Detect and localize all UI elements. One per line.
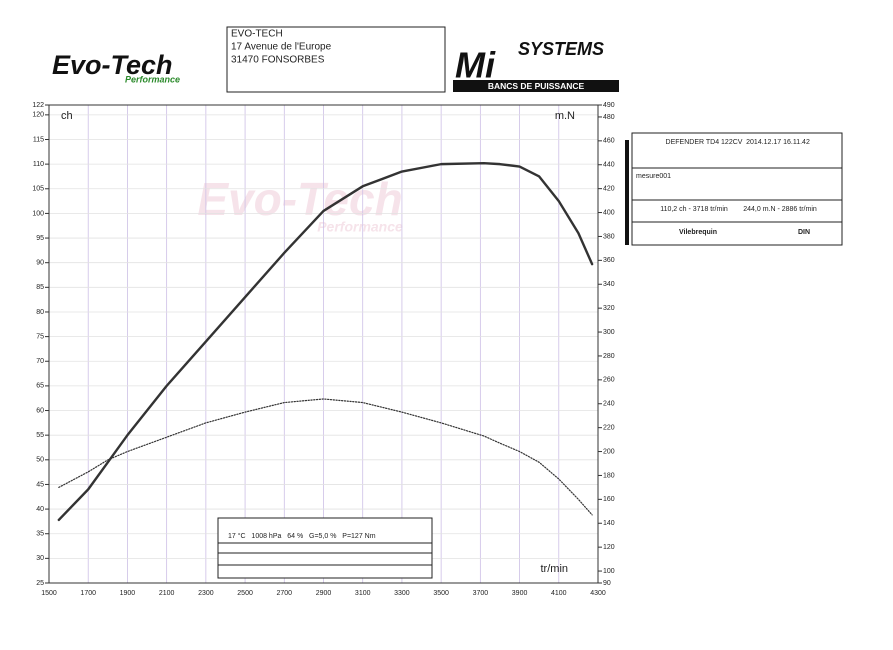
- logo-left-sub: Performance: [125, 74, 180, 84]
- x-tick-label: 3700: [473, 590, 489, 597]
- plot: 1500 1700 1900 2100 2300 2500 2700 2900 3100 3300…: [32, 102, 614, 597]
- y-tick-label: 90: [36, 260, 44, 267]
- torque-peak: 244,0 m.N - 2886 tr/min: [743, 206, 817, 213]
- y2-axis-label: m.N: [555, 110, 575, 122]
- y-tick-label: 122: [32, 102, 44, 109]
- x-tick-label: 1700: [80, 590, 96, 597]
- y-tick-label: 50: [36, 457, 44, 464]
- y-tick-label: 75: [36, 333, 44, 340]
- y2-tick-label: 440: [603, 162, 615, 169]
- logo-band: [453, 80, 619, 92]
- y2-tick-label: 400: [603, 209, 615, 216]
- y-tick-label: 35: [36, 531, 44, 538]
- x-tick-label: 1900: [120, 590, 136, 597]
- x-tick-label: 2100: [159, 590, 175, 597]
- y-tick-label: 45: [36, 481, 44, 488]
- watermark: Evo-Tech: [197, 173, 402, 225]
- y2-tick-label: 260: [603, 377, 615, 384]
- header-box: [226, 26, 446, 93]
- y-tick-label: 95: [36, 235, 44, 242]
- y2-tick-label: 120: [603, 544, 615, 551]
- series-line: [58, 398, 593, 516]
- conditions-box: [217, 517, 433, 579]
- y-tick-label: 120: [32, 112, 44, 119]
- y-tick-label: 60: [36, 407, 44, 414]
- x-tick-label: 3100: [355, 590, 371, 597]
- x-tick-label: 3900: [512, 590, 528, 597]
- y-tick-label: 65: [36, 383, 44, 390]
- y2-tick-label: 140: [603, 520, 615, 527]
- company: EVO-TECH: [231, 29, 283, 40]
- y-axis-label: ch: [61, 110, 73, 122]
- y2-tick-label: 280: [603, 353, 615, 360]
- date: 2014.12.17 16.11.42: [746, 139, 810, 146]
- x-tick-label: 2300: [198, 590, 214, 597]
- y2-tick-label: 420: [603, 185, 615, 192]
- y-tick-label: 25: [36, 580, 44, 587]
- y2-tick-label: 490: [603, 102, 615, 109]
- mode: Vilebrequin: [679, 229, 717, 236]
- y2-tick-label: 480: [603, 114, 615, 121]
- watermark-sub: Performance: [317, 219, 403, 235]
- y-tick-label: 100: [32, 210, 44, 217]
- city: 31470 FONSORBES: [231, 55, 325, 66]
- y2-tick-label: 460: [603, 138, 615, 145]
- y2-tick-label: 100: [603, 568, 615, 575]
- y-tick-label: 80: [36, 309, 44, 316]
- x-tick-label: 4300: [590, 590, 606, 597]
- y-tick-label: 55: [36, 432, 44, 439]
- x-tick-label: 2700: [276, 590, 292, 597]
- x-tick-label: 2500: [237, 590, 253, 597]
- info-box: [631, 132, 843, 246]
- logo-right: SYSTEMS: [518, 39, 604, 59]
- y-tick-label: 110: [33, 161, 44, 168]
- x-tick-label: 3300: [394, 590, 410, 597]
- y2-tick-label: 240: [603, 401, 615, 408]
- logo-left: Evo-Tech: [52, 50, 173, 80]
- norm: DIN: [798, 229, 810, 236]
- y2-tick-label: 180: [603, 472, 615, 479]
- logo-right-sub: BANCS DE PUISSANCE: [488, 81, 585, 91]
- y-tick-label: 105: [32, 186, 44, 193]
- y-tick-label: 30: [36, 555, 44, 562]
- y-tick-label: 40: [36, 506, 44, 513]
- x-axis-label: tr/min: [541, 563, 569, 575]
- y2-tick-label: 90: [603, 580, 611, 587]
- y2-tick-label: 300: [603, 329, 615, 336]
- vehicle: DEFENDER TD4 122CV: [666, 139, 743, 146]
- x-tick-label: 3500: [433, 590, 449, 597]
- series-line: [57, 161, 594, 522]
- power-peak: 110,2 ch - 3718 tr/min: [660, 206, 728, 213]
- x-tick-label: 2900: [316, 590, 332, 597]
- logo-right-mark: Mi: [455, 45, 496, 86]
- y2-tick-label: 360: [603, 257, 615, 264]
- measure: mesure001: [636, 173, 671, 180]
- address: 17 Avenue de l'Europe: [231, 42, 332, 53]
- y2-tick-label: 380: [603, 233, 615, 240]
- info-bar: [625, 140, 629, 245]
- x-tick-label: 4100: [551, 590, 567, 597]
- y2-tick-label: 160: [603, 496, 615, 503]
- y2-tick-label: 340: [603, 281, 615, 288]
- y2-tick-label: 220: [603, 424, 615, 431]
- conditions: 17 °C 1008 hPa 64 % G=5,0 % P=127 Nm: [228, 532, 376, 540]
- x-tick-label: 1500: [41, 590, 57, 597]
- plot-frame: [48, 104, 599, 584]
- y-tick-label: 115: [33, 136, 44, 143]
- y2-tick-label: 320: [603, 305, 615, 312]
- y-tick-label: 70: [36, 358, 44, 365]
- y2-tick-label: 200: [603, 448, 615, 455]
- y-tick-label: 85: [36, 284, 44, 291]
